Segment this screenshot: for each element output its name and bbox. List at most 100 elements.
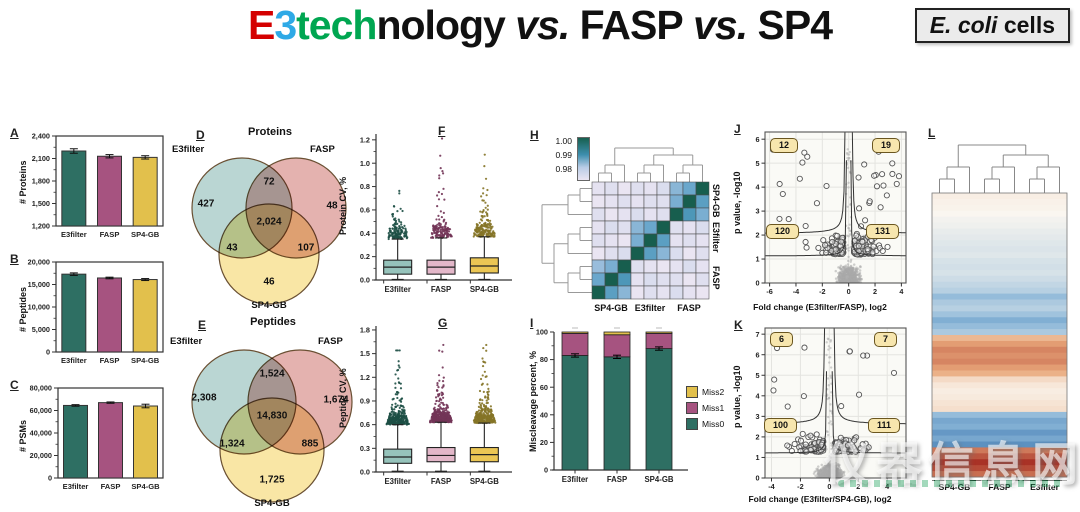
circle-mark (432, 407, 435, 410)
circle-mark (486, 407, 490, 410)
text-mark: 1 (755, 453, 759, 462)
circle-mark (401, 414, 404, 417)
venn-count-e3-only: 2,308 (191, 392, 217, 404)
rect-mark (656, 207, 671, 222)
circle-mark (873, 183, 881, 190)
rect-mark (932, 394, 1067, 401)
legend-swatch-miss1 (686, 402, 698, 414)
circle-mark (479, 210, 482, 213)
circle-mark (398, 406, 401, 409)
circle-mark (838, 403, 845, 410)
rect-mark (645, 331, 673, 334)
circle-mark (491, 421, 494, 424)
circle-mark (829, 340, 832, 343)
circle-mark (440, 215, 443, 219)
circle-mark (485, 418, 488, 421)
rect-mark (932, 216, 1067, 223)
circle-mark (847, 186, 850, 189)
text-mark: -6 (766, 287, 773, 296)
circle-mark (391, 227, 394, 230)
circle-mark (802, 238, 809, 246)
title-vs2: vs. (682, 2, 758, 48)
circle-mark (442, 403, 445, 406)
rect-mark (695, 194, 710, 209)
text-mark: E3filter (61, 230, 87, 239)
rect-mark (656, 259, 671, 274)
circle-mark (817, 465, 820, 468)
circle-mark (442, 219, 445, 222)
circle-mark (834, 475, 837, 478)
circle-mark (478, 418, 482, 421)
venn-count-all: 14,830 (256, 410, 288, 422)
circle-mark (480, 383, 484, 386)
circle-mark (394, 402, 397, 405)
circle-mark (852, 263, 856, 266)
circle-mark (396, 229, 399, 232)
circle-mark (398, 192, 401, 195)
badge-ecoli: E. coli (929, 12, 998, 38)
circle-mark (489, 219, 492, 222)
text-mark: FASP (100, 230, 120, 239)
circle-mark (433, 415, 436, 418)
circle-mark (830, 423, 833, 426)
rect-mark (630, 194, 645, 209)
circle-mark (478, 226, 481, 230)
rect-mark (932, 411, 1067, 419)
circle-mark (398, 366, 401, 369)
circle-mark (803, 244, 810, 251)
circle-mark (482, 415, 486, 418)
bar-chart-psms: 0 20,000 40,000 60,000 80,000 E3filter FASP SP4… (4, 376, 170, 512)
heatmap-col-label-e3filter: E3filter (634, 303, 666, 313)
circle-mark (851, 269, 854, 273)
circle-mark (485, 233, 488, 236)
circle-mark (441, 170, 444, 173)
volcano-count-mid-left-k: 100 (764, 418, 798, 433)
venn-count-e3-fasp: 1,524 (259, 368, 285, 380)
circle-mark (390, 406, 393, 409)
rect-mark (932, 264, 1067, 271)
rect-mark (932, 299, 1067, 306)
rect-mark (604, 272, 619, 287)
circle-mark (862, 217, 869, 224)
circle-mark (482, 390, 485, 393)
title-sp4: SP4 (757, 2, 833, 48)
circle-mark (845, 275, 848, 279)
circle-mark (436, 381, 439, 385)
rect-mark (604, 194, 619, 209)
circle-mark (398, 220, 401, 223)
circle-mark (449, 416, 452, 420)
circle-mark (861, 161, 868, 168)
circle-mark (389, 231, 392, 234)
venn-count-all: 2,024 (256, 216, 282, 228)
circle-mark (473, 420, 476, 424)
rect-mark (669, 272, 684, 287)
circle-mark (393, 234, 396, 237)
circle-mark (436, 205, 439, 208)
circle-mark (830, 462, 833, 466)
text-mark: 0.0 (360, 468, 370, 477)
circle-mark (394, 419, 397, 422)
circle-mark (483, 410, 486, 413)
circle-mark (438, 379, 441, 382)
circle-mark (435, 399, 438, 403)
rect-mark (669, 246, 684, 261)
circle-mark (830, 391, 833, 394)
circle-mark (481, 399, 484, 402)
circle-mark (446, 410, 449, 413)
rect-mark (932, 210, 1067, 218)
circle-mark (848, 223, 851, 226)
rect-mark (617, 194, 632, 209)
circle-mark (443, 198, 446, 201)
title-seg-3: 3 (274, 2, 297, 48)
circle-mark (848, 271, 852, 275)
panel-i: I Miscleavage percent, % 0 20 40 60 80 100 E3f… (522, 316, 726, 510)
rect-mark (932, 346, 1067, 354)
rect-mark (656, 285, 671, 300)
circle-mark (837, 464, 841, 467)
g-mark (765, 132, 906, 283)
circle-mark (807, 432, 814, 439)
text-mark: -4 (768, 482, 775, 490)
text-mark: 1.8 (360, 326, 370, 335)
text-mark: 80 (540, 355, 548, 364)
text-mark: 1.2 (360, 135, 370, 144)
